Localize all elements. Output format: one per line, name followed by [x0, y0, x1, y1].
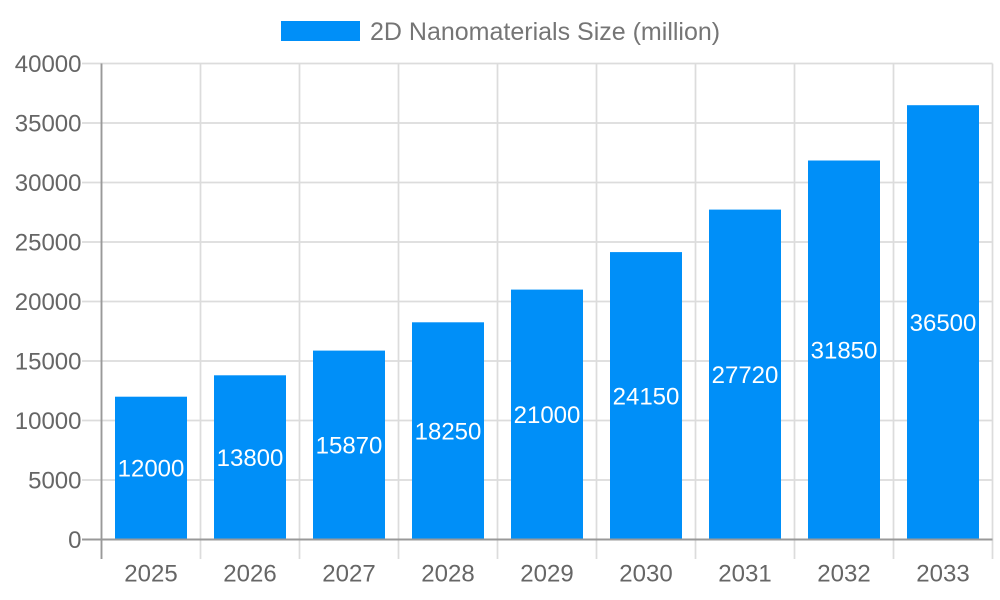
svg-text:2027: 2027	[322, 561, 375, 588]
svg-text:20000: 20000	[15, 289, 82, 316]
svg-text:2026: 2026	[223, 561, 276, 588]
svg-text:35000: 35000	[15, 111, 82, 138]
svg-text:18250: 18250	[415, 418, 482, 445]
svg-text:2025: 2025	[124, 561, 177, 588]
svg-text:2033: 2033	[916, 561, 969, 588]
svg-text:5000: 5000	[28, 468, 81, 495]
svg-text:2032: 2032	[817, 561, 870, 588]
svg-text:10000: 10000	[15, 408, 82, 435]
svg-text:30000: 30000	[15, 170, 82, 197]
svg-text:13800: 13800	[217, 445, 284, 472]
svg-text:0: 0	[68, 527, 81, 554]
svg-text:21000: 21000	[514, 402, 581, 429]
svg-text:27720: 27720	[712, 362, 779, 389]
svg-text:15000: 15000	[15, 349, 82, 376]
svg-text:2028: 2028	[421, 561, 474, 588]
svg-text:36500: 36500	[910, 310, 977, 337]
svg-text:15870: 15870	[316, 433, 383, 460]
svg-text:25000: 25000	[15, 230, 82, 257]
svg-text:31850: 31850	[811, 338, 878, 365]
svg-text:2030: 2030	[619, 561, 672, 588]
svg-text:2029: 2029	[520, 561, 573, 588]
svg-text:2D Nanomaterials Size (million: 2D Nanomaterials Size (million)	[370, 18, 720, 46]
svg-text:12000: 12000	[118, 456, 185, 483]
svg-text:40000: 40000	[15, 51, 82, 78]
svg-text:2031: 2031	[718, 561, 771, 588]
svg-text:24150: 24150	[613, 383, 680, 410]
